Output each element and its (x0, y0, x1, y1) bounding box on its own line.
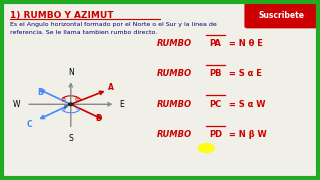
Text: E: E (119, 100, 124, 109)
Text: N: N (68, 68, 74, 77)
Text: 1) RUMBO Y AZIMUT: 1) RUMBO Y AZIMUT (10, 10, 114, 19)
Text: S: S (68, 134, 73, 143)
Text: = N β W: = N β W (226, 130, 267, 139)
Circle shape (68, 103, 73, 105)
Text: referencia. Se le llama tambien rumbo directo.: referencia. Se le llama tambien rumbo di… (10, 30, 157, 35)
Text: PD: PD (209, 130, 222, 139)
Text: RUMBO: RUMBO (157, 130, 192, 139)
Text: θ: θ (75, 97, 78, 102)
Circle shape (198, 144, 214, 152)
Text: C: C (27, 120, 32, 129)
Text: PC: PC (209, 100, 221, 109)
Text: RUMBO: RUMBO (157, 69, 192, 78)
Text: = S α W: = S α W (226, 100, 266, 109)
Text: RUMBO: RUMBO (157, 39, 192, 48)
Text: = N θ E: = N θ E (226, 39, 263, 48)
Text: Es el Angulo horizontal formado por el Norte o el Sur y la linea de: Es el Angulo horizontal formado por el N… (10, 22, 217, 27)
Text: B: B (37, 88, 43, 97)
Text: φ: φ (62, 106, 66, 111)
Text: β: β (62, 97, 66, 102)
Text: = S α E: = S α E (226, 69, 262, 78)
Text: PB: PB (209, 69, 222, 78)
Text: PA: PA (210, 39, 221, 48)
Text: Suscribete: Suscribete (259, 11, 305, 20)
Text: W: W (13, 100, 20, 109)
Text: A: A (108, 83, 114, 92)
Text: RUMBO: RUMBO (157, 100, 192, 109)
Text: α: α (76, 106, 80, 111)
Text: D: D (95, 114, 101, 123)
FancyBboxPatch shape (244, 3, 319, 28)
Text: P: P (63, 105, 67, 110)
